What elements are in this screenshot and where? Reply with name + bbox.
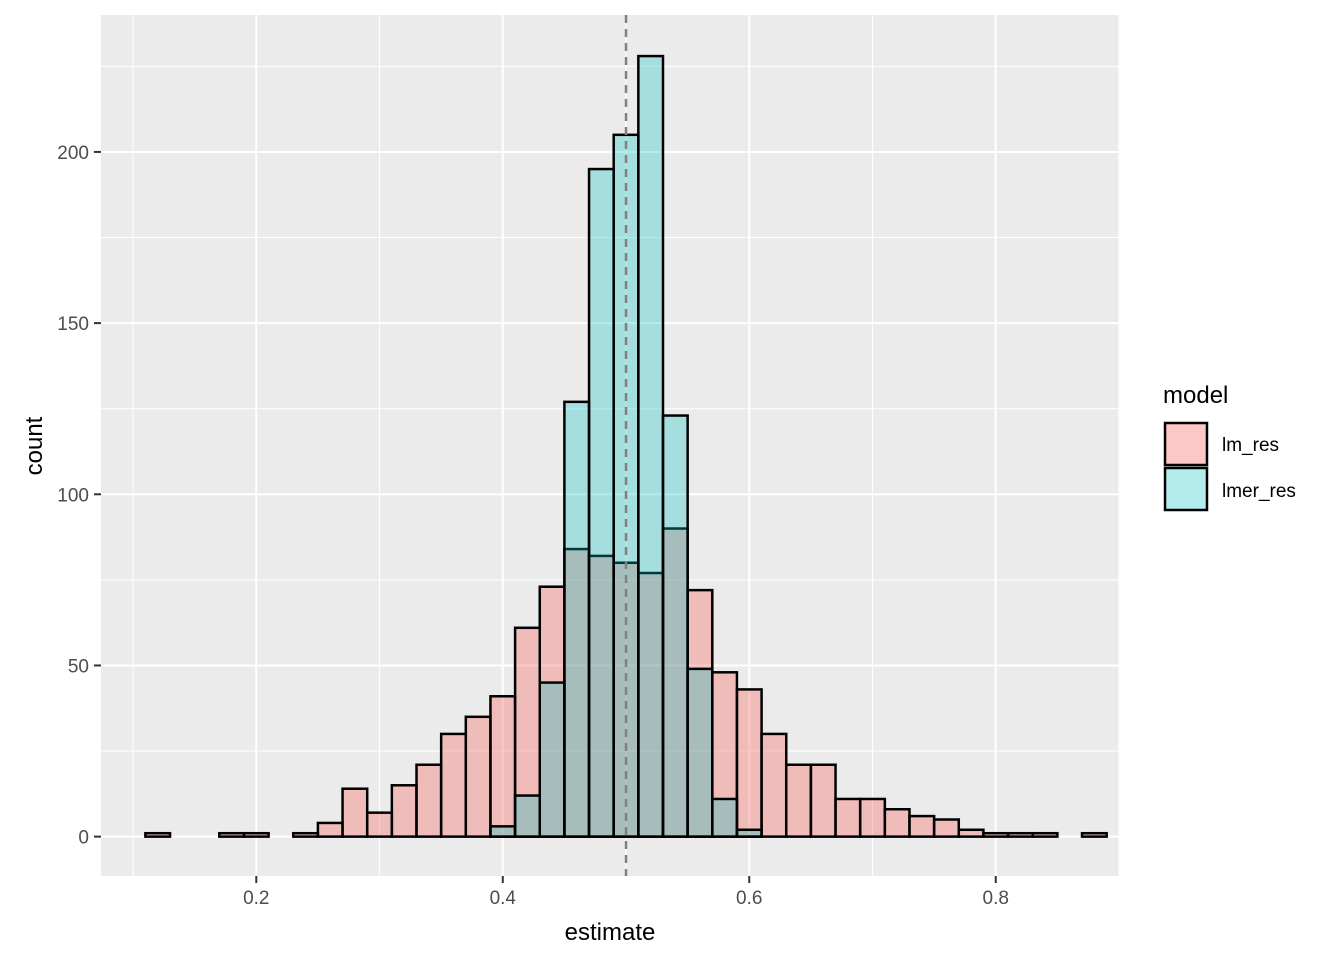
x-axis: 0.2 0.4 0.6 0.8 (243, 876, 1009, 909)
lmer-res-bar (711, 797, 739, 838)
lm-res-bar (439, 732, 468, 838)
legend-item-lmer-res: lmer_res (1163, 466, 1296, 512)
x-axis-title: estimate (565, 919, 656, 946)
lmer-res-bar (661, 414, 689, 838)
lm-res-bar (489, 695, 517, 838)
lm-res-bar (390, 784, 418, 838)
lm-res-bar (144, 831, 172, 838)
lm-res-bar (809, 763, 837, 838)
lmer-res-bar (513, 794, 542, 838)
legend-title: model (1163, 382, 1228, 409)
x-tick-label: 0.4 (490, 888, 517, 909)
legend-key-lmer-res (1163, 466, 1209, 512)
x-tick-label: 0.2 (243, 888, 269, 909)
lm-res-bar (908, 814, 936, 838)
y-tick-label: 200 (57, 143, 89, 164)
lm-res-bar (365, 811, 394, 838)
lm-res-bar (316, 821, 344, 838)
lm-res-bar (932, 818, 961, 838)
lm-res-bar (760, 732, 788, 838)
lm-res-bar (883, 807, 911, 838)
lm-res-bar (292, 831, 320, 838)
lm-res-bar (218, 831, 246, 838)
x-tick-label: 0.6 (736, 888, 762, 909)
y-tick-label: 50 (68, 656, 89, 677)
lm-res-bar (711, 671, 739, 838)
lm-res-bars (144, 527, 1108, 838)
y-tick-label: 100 (57, 485, 89, 506)
lm-res-bar (858, 797, 887, 838)
y-tick-label: 150 (57, 314, 89, 335)
lm-res-bar (1006, 831, 1034, 838)
lm-res-bar (735, 688, 763, 838)
y-axis: 0 50 100 150 200 (57, 143, 101, 849)
legend-label-lmer-res: lmer_res (1222, 481, 1296, 502)
lmer-res-bar (686, 667, 714, 838)
y-tick-label: 0 (78, 828, 89, 849)
lm-res-bar (464, 715, 492, 838)
lmer-res-bar (563, 400, 591, 838)
lm-res-bar (242, 831, 270, 838)
lm-res-bar (415, 763, 443, 838)
lm-res-bar (982, 831, 1010, 838)
legend: model lm_res lmer_res (1163, 382, 1296, 512)
lmer-res-bar (735, 828, 763, 838)
lm-res-bar (834, 797, 862, 838)
legend-key-lm-res (1163, 421, 1209, 467)
lm-res-bar (1080, 831, 1108, 838)
lmer-res-bars (489, 54, 763, 838)
lmer-res-bar (587, 167, 615, 838)
lm-res-bar (341, 787, 369, 838)
lmer-res-bar (637, 54, 665, 838)
lm-res-bar (957, 828, 985, 838)
lmer-res-bar (538, 681, 566, 838)
y-axis-title: count (21, 416, 48, 475)
plot-panel (101, 15, 1119, 876)
x-tick-label: 0.8 (983, 888, 1009, 909)
lmer-res-bar (489, 825, 517, 838)
lm-res-bar (1031, 831, 1059, 838)
legend-label-lm-res: lm_res (1222, 435, 1279, 456)
lm-res-bar (637, 571, 665, 838)
legend-item-lm-res: lm_res (1163, 421, 1279, 467)
lm-res-bar (784, 763, 813, 838)
